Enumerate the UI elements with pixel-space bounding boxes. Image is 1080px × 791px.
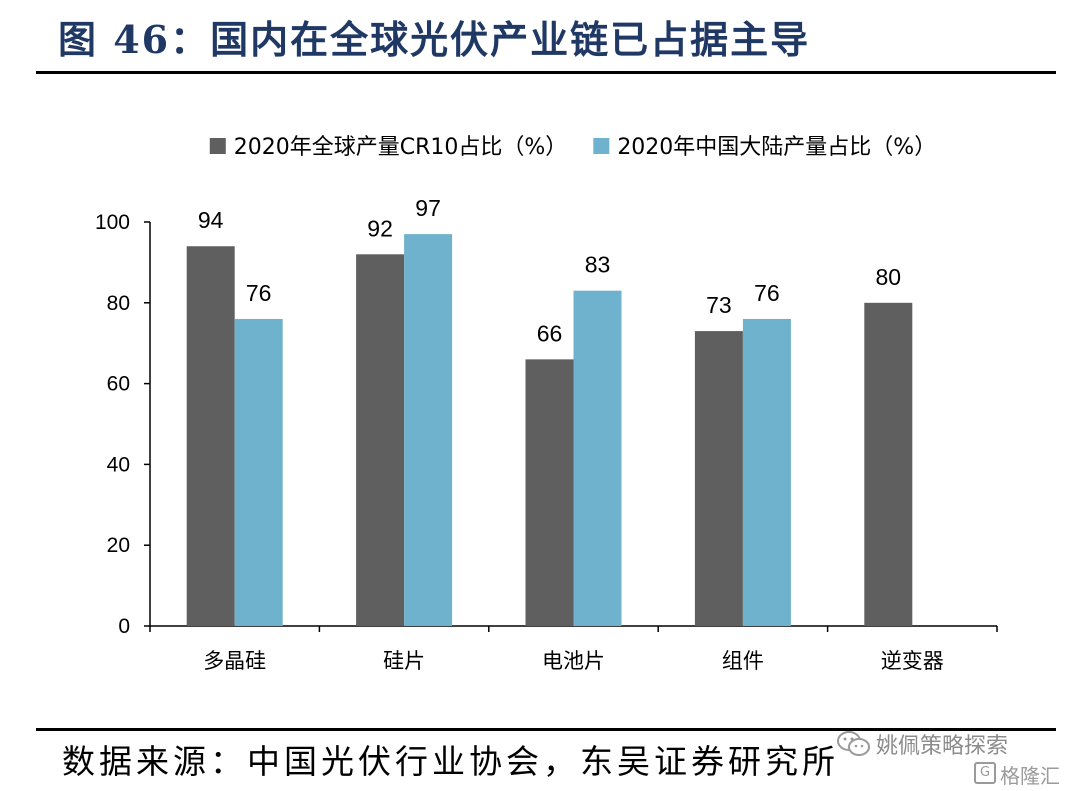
bar-value-label: 83 — [585, 252, 611, 278]
brand-logo-icon: G — [974, 762, 996, 784]
bar-value-label: 92 — [367, 215, 393, 241]
source-note: 数据来源：中国光伏行业协会，东吴证券研究所 — [62, 742, 839, 781]
bar-value-label: 73 — [706, 292, 732, 318]
x-category-label: 组件 — [722, 649, 764, 673]
y-tick-label: 20 — [107, 534, 130, 557]
bar-china-share — [742, 318, 791, 626]
y-tick-label: 100 — [95, 211, 130, 234]
watermark-brand: 格隆汇 — [1000, 764, 1060, 788]
bar-value-label: 94 — [198, 207, 224, 233]
bar-value-label: 80 — [876, 264, 902, 290]
bar-china-share — [234, 318, 283, 626]
y-tick-label: 40 — [107, 453, 130, 476]
legend: 2020年全球产量CR10占比（%） 2020年中国大陆产量占比（%） — [209, 135, 936, 160]
legend-label: 2020年中国大陆产量占比（%） — [617, 135, 936, 160]
bars — [186, 234, 913, 627]
bar-value-label: 66 — [537, 320, 563, 346]
y-tick-label: 80 — [107, 292, 130, 315]
title-rule — [36, 71, 1056, 74]
legend-swatch-china — [593, 138, 610, 154]
x-category-label: 逆变器 — [881, 649, 944, 673]
y-tick-label: 0 — [118, 615, 130, 638]
bar-china-share — [404, 234, 453, 626]
bar-global-cr10 — [186, 246, 235, 627]
wechat-icon — [837, 731, 870, 756]
bar-global-cr10 — [864, 302, 913, 626]
watermark-account: 姚佩策略探索 — [876, 734, 1009, 759]
source-rule — [36, 728, 1056, 731]
watermark: 姚佩策略探索 G 格隆汇 — [836, 726, 1060, 788]
bar-global-cr10 — [525, 359, 574, 626]
bar-china-share — [573, 290, 622, 626]
bar-global-cr10 — [694, 331, 743, 626]
bar-value-label: 76 — [246, 280, 272, 306]
legend-label: 2020年全球产量CR10占比（%） — [234, 135, 568, 160]
bar-value-label: 76 — [754, 280, 780, 306]
data-labels: 94 92 66 73 80 76 97 83 76 — [198, 195, 901, 346]
bar-value-label: 97 — [415, 195, 441, 221]
legend-swatch-global — [209, 138, 226, 154]
bar-chart: 2020年全球产量CR10占比（%） 2020年中国大陆产量占比（%） 0 20 40… — [95, 135, 998, 673]
x-category-label: 电池片 — [542, 649, 605, 673]
y-tick-label: 60 — [107, 373, 130, 396]
x-category-label: 硅片 — [383, 649, 425, 673]
x-category-label: 多晶硅 — [203, 649, 266, 673]
axes: 0 20 40 60 80 100 多晶硅 硅片 电池片 组件 逆变器 — [95, 211, 998, 673]
bar-global-cr10 — [356, 254, 405, 626]
figure-title: 图 46：国内在全球光伏产业链已占据主导 — [58, 17, 811, 62]
